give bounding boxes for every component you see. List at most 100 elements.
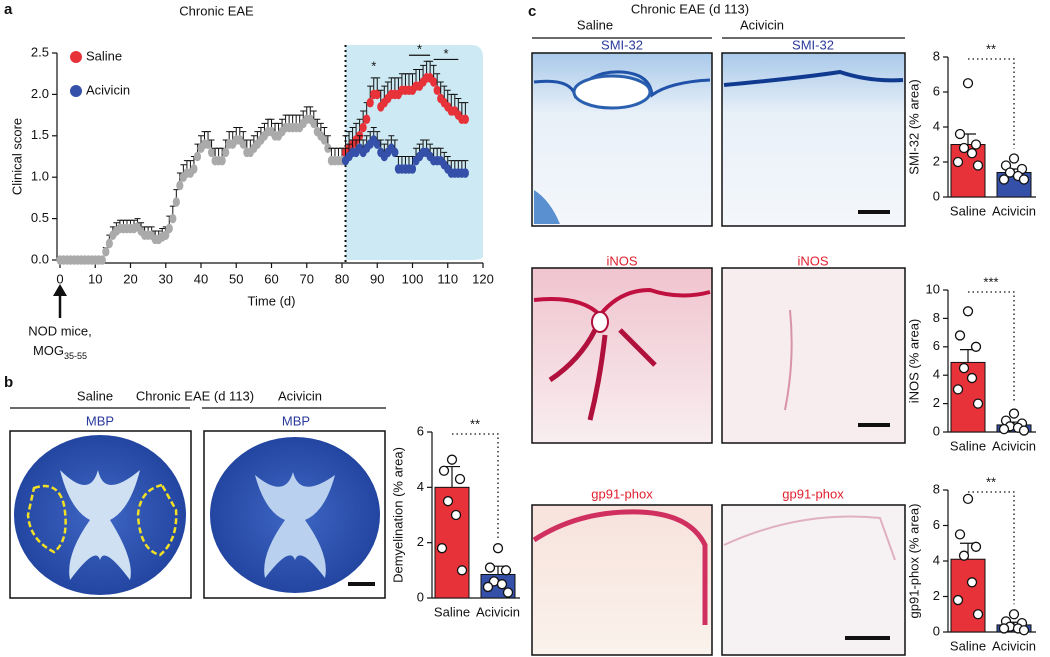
data-point	[998, 424, 1010, 435]
legend-label: Acivicin	[86, 82, 130, 97]
stain-label: SMI-32	[792, 37, 834, 52]
x-tick-label: Saline	[950, 638, 986, 653]
panel-title: Chronic EAE (d 113)	[136, 388, 254, 403]
marker	[102, 246, 110, 257]
bar	[950, 361, 986, 433]
x-tick-label: 60	[264, 271, 278, 286]
data-point	[438, 465, 450, 476]
y-tick-label: 0	[933, 623, 940, 638]
stain-label: MBP	[86, 413, 114, 428]
data-point	[1008, 153, 1020, 164]
significance-label: **	[986, 41, 996, 56]
data-point	[436, 543, 448, 554]
panel-label: b	[4, 374, 13, 391]
x-tick-label: 90	[370, 271, 384, 286]
y-tick-label: 6	[933, 83, 940, 98]
x-tick-label: 0	[56, 271, 63, 286]
bar	[434, 486, 470, 599]
data-point	[998, 623, 1010, 634]
data-point	[952, 156, 964, 168]
annotation: MOG35-55	[33, 343, 87, 361]
y-tick-label: 4	[417, 479, 424, 494]
y-tick-label: 2.5	[31, 44, 49, 59]
y-tick-label: 2	[933, 395, 940, 410]
stain-label: MBP	[282, 413, 310, 428]
marker	[366, 97, 374, 108]
marker	[461, 114, 469, 125]
x-tick-label: Acivicin	[476, 604, 520, 619]
data-point	[450, 509, 462, 521]
y-tick-label: 6	[417, 423, 424, 438]
y-tick-label: 4	[933, 552, 940, 567]
marker	[310, 118, 318, 129]
marker	[169, 213, 177, 224]
data-point	[972, 398, 984, 409]
data-point	[500, 565, 512, 576]
y-tick-label: 0	[933, 188, 940, 203]
chart-title: Chronic EAE	[179, 3, 254, 18]
significance-bracket	[452, 433, 499, 539]
marker	[239, 139, 247, 149]
x-tick-label: 40	[194, 271, 208, 286]
marker	[430, 77, 438, 87]
panel-title: Chronic EAE (d 113)	[631, 1, 749, 16]
marker	[373, 139, 381, 149]
data-point	[966, 577, 978, 588]
data-point	[954, 330, 966, 341]
data-point	[456, 565, 468, 576]
data-point	[972, 160, 984, 171]
y-axis-label: gp91-phox (% area)	[906, 504, 921, 619]
significance-label: **	[986, 474, 996, 489]
y-tick-label: 6	[933, 338, 940, 353]
micrograph	[531, 504, 713, 656]
data-point	[1018, 625, 1030, 636]
marker	[193, 151, 202, 162]
data-point	[484, 562, 496, 573]
x-tick-label: 50	[229, 271, 243, 286]
x-tick-label: 110	[437, 271, 458, 286]
x-tick-label: 10	[88, 271, 102, 286]
data-point	[958, 550, 970, 561]
data-point	[1008, 609, 1020, 620]
marker	[391, 147, 399, 158]
data-point	[952, 384, 964, 395]
data-point	[442, 496, 454, 507]
group-label: Saline	[577, 17, 613, 32]
stain-label: iNOS	[606, 253, 637, 268]
y-axis-label: iNOS (% area)	[906, 319, 921, 404]
data-point	[954, 529, 966, 540]
y-tick-label: 1.5	[31, 127, 49, 142]
data-point	[998, 174, 1010, 185]
y-tick-label: 2.0	[31, 86, 49, 101]
y-tick-label: 4	[933, 367, 940, 382]
error-bar	[960, 349, 976, 363]
x-tick-label: 30	[159, 271, 173, 286]
marker	[320, 135, 328, 145]
legend-marker	[70, 85, 82, 97]
x-tick-label: 100	[402, 271, 424, 286]
marker	[324, 143, 332, 154]
data-point	[962, 306, 974, 317]
x-tick-label: 70	[300, 271, 314, 286]
x-tick-label: Saline	[434, 604, 470, 619]
x-tick-label: Acivicin	[992, 638, 1036, 653]
marker	[172, 197, 180, 207]
legend-label: Saline	[86, 48, 122, 63]
y-tick-label: 4	[933, 118, 940, 133]
marker	[105, 238, 113, 249]
x-tick-label: Acivicin	[992, 203, 1036, 218]
data-point	[496, 579, 508, 590]
micrograph	[531, 52, 713, 227]
micrograph	[203, 430, 386, 599]
data-point	[446, 454, 458, 465]
data-point	[958, 142, 970, 154]
marker	[207, 147, 216, 158]
marker	[204, 139, 212, 149]
y-tick-label: 2	[933, 153, 940, 168]
micrograph	[721, 504, 906, 656]
significance-bracket	[968, 291, 1015, 404]
group-label: Acivicin	[740, 17, 784, 32]
significance-label: *	[443, 46, 448, 61]
data-point	[454, 473, 466, 485]
